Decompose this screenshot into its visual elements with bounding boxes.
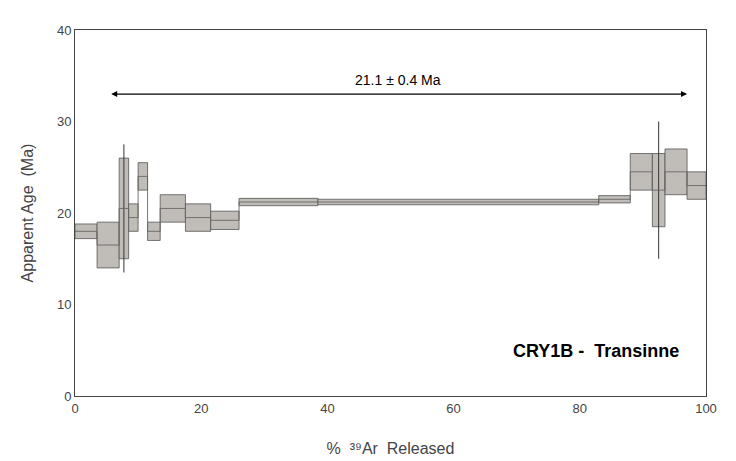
svg-text:100: 100 <box>695 401 717 416</box>
svg-text:CRY1B - Transinne: CRY1B - Transinne <box>513 341 679 361</box>
svg-text:0: 0 <box>64 389 71 404</box>
svg-text:0: 0 <box>71 401 78 416</box>
svg-text:60: 60 <box>446 401 460 416</box>
svg-text:80: 80 <box>573 401 587 416</box>
svg-text:40: 40 <box>320 401 334 416</box>
svg-text:% ³⁹Ar Released: % ³⁹Ar Released <box>327 440 455 457</box>
svg-text:20: 20 <box>194 401 208 416</box>
svg-text:Apparent Age (Ma): Apparent Age (Ma) <box>19 144 36 283</box>
svg-text:10: 10 <box>57 297 71 312</box>
svg-text:40: 40 <box>57 23 71 38</box>
svg-text:30: 30 <box>57 114 71 129</box>
svg-text:20: 20 <box>57 206 71 221</box>
svg-text:21.1 ± 0.4 Ma: 21.1 ± 0.4 Ma <box>355 72 441 88</box>
